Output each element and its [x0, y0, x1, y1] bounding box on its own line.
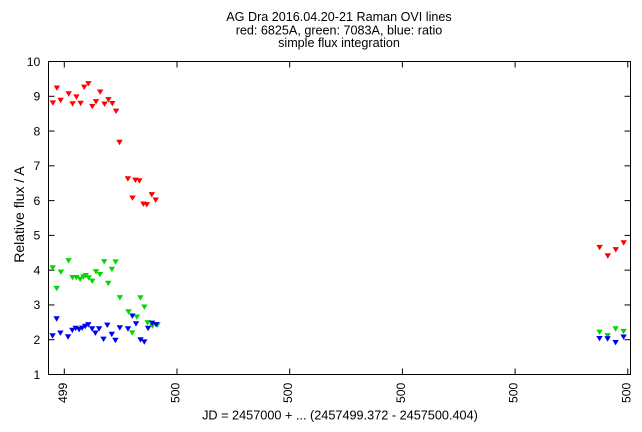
svg-text:500: 500 — [394, 382, 408, 403]
svg-text:2: 2 — [34, 333, 41, 347]
svg-text:500: 500 — [281, 382, 295, 403]
svg-text:red: 6825A, green: 7083A, blue: red: 6825A, green: 7083A, blue: ratio — [236, 24, 443, 38]
svg-text:3: 3 — [34, 298, 41, 312]
svg-text:10: 10 — [27, 55, 41, 69]
svg-text:4: 4 — [34, 264, 41, 278]
svg-text:9: 9 — [34, 90, 41, 104]
svg-text:8: 8 — [34, 124, 41, 138]
svg-text:simple flux integration: simple flux integration — [278, 36, 400, 50]
svg-text:JD = 2457000 + ... (2457499.37: JD = 2457000 + ... (2457499.372 - 245750… — [202, 409, 478, 423]
svg-text:AG Dra 2016.04.20-21 Raman OVI: AG Dra 2016.04.20-21 Raman OVI lines — [226, 10, 451, 24]
svg-text:1: 1 — [34, 368, 41, 382]
svg-text:500: 500 — [619, 382, 633, 403]
svg-text:7: 7 — [34, 159, 41, 173]
svg-text:5: 5 — [34, 229, 41, 243]
svg-text:500: 500 — [507, 382, 521, 403]
svg-text:Relative flux / A: Relative flux / A — [11, 166, 27, 263]
svg-text:499: 499 — [56, 382, 70, 403]
svg-text:6: 6 — [34, 194, 41, 208]
svg-text:500: 500 — [169, 382, 183, 403]
